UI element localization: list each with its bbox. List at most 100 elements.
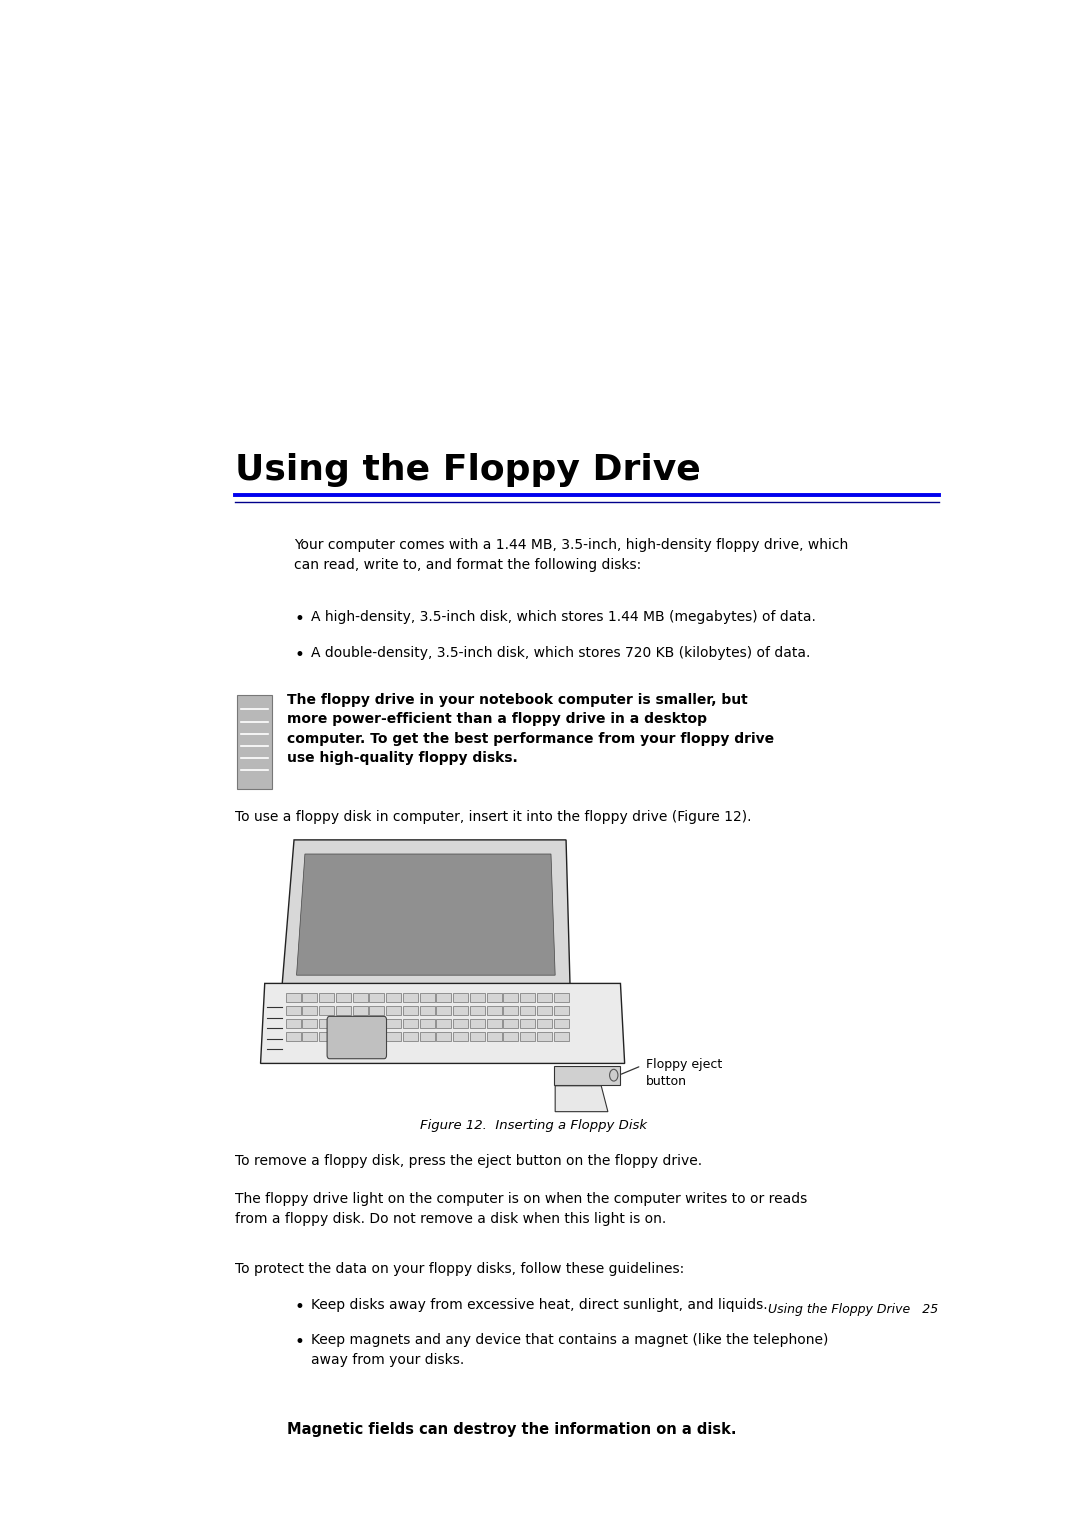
Text: To use a floppy disk in computer, insert it into the floppy drive (Figure 12).: To use a floppy disk in computer, insert… <box>235 810 752 825</box>
Bar <box>419 1005 434 1015</box>
Bar <box>369 1019 384 1028</box>
FancyBboxPatch shape <box>257 1416 264 1449</box>
Bar <box>521 1019 535 1028</box>
Text: The floppy drive in your notebook computer is smaller, but
more power-efficient : The floppy drive in your notebook comput… <box>287 692 774 766</box>
Bar <box>537 1005 552 1015</box>
Bar <box>521 993 535 1002</box>
Text: •: • <box>294 1332 303 1351</box>
Text: Your computer comes with a 1.44 MB, 3.5-inch, high-density floppy drive, which
c: Your computer comes with a 1.44 MB, 3.5-… <box>294 538 848 571</box>
Text: To remove a floppy disk, press the eject button on the floppy drive.: To remove a floppy disk, press the eject… <box>235 1154 703 1167</box>
Text: A double-density, 3.5-inch disk, which stores 720 KB (kilobytes) of data.: A double-density, 3.5-inch disk, which s… <box>311 646 810 660</box>
Bar <box>352 1005 367 1015</box>
Text: To protect the data on your floppy disks, follow these guidelines:: To protect the data on your floppy disks… <box>235 1262 685 1276</box>
FancyBboxPatch shape <box>251 1416 257 1449</box>
Text: Magnetic fields can destroy the information on a disk.: Magnetic fields can destroy the informat… <box>287 1423 737 1438</box>
Text: Keep magnets and any device that contains a magnet (like the telephone)
away fro: Keep magnets and any device that contain… <box>311 1332 828 1368</box>
Bar <box>285 1031 300 1041</box>
Bar <box>387 1031 401 1041</box>
Bar <box>336 1005 351 1015</box>
Bar <box>436 993 451 1002</box>
Text: Using the Floppy Drive: Using the Floppy Drive <box>235 452 701 487</box>
Bar <box>320 1031 334 1041</box>
Bar <box>521 1031 535 1041</box>
Bar <box>537 993 552 1002</box>
Bar <box>436 1005 451 1015</box>
Bar <box>486 1005 501 1015</box>
Polygon shape <box>555 1086 608 1112</box>
Polygon shape <box>297 854 555 975</box>
Bar <box>387 1005 401 1015</box>
Text: A high-density, 3.5-inch disk, which stores 1.44 MB (megabytes) of data.: A high-density, 3.5-inch disk, which sto… <box>311 611 815 625</box>
Bar <box>419 1031 434 1041</box>
Bar <box>320 1005 334 1015</box>
Bar <box>470 1031 485 1041</box>
Bar <box>454 1005 468 1015</box>
Bar <box>336 993 351 1002</box>
Bar <box>285 1005 300 1015</box>
Bar <box>554 1005 568 1015</box>
Circle shape <box>609 1070 618 1082</box>
Text: Figure 12.  Inserting a Floppy Disk: Figure 12. Inserting a Floppy Disk <box>420 1118 647 1132</box>
Polygon shape <box>260 984 624 1063</box>
Bar <box>352 1019 367 1028</box>
FancyBboxPatch shape <box>239 1432 244 1458</box>
Bar <box>352 993 367 1002</box>
Bar <box>470 1005 485 1015</box>
Bar <box>436 1019 451 1028</box>
Bar <box>352 1031 367 1041</box>
Text: •: • <box>294 1297 303 1316</box>
Bar <box>285 993 300 1002</box>
Bar <box>470 993 485 1002</box>
Bar <box>521 1005 535 1015</box>
Text: The floppy drive light on the computer is on when the computer writes to or read: The floppy drive light on the computer i… <box>235 1192 808 1225</box>
Bar <box>302 993 318 1002</box>
Text: •: • <box>294 646 303 663</box>
FancyBboxPatch shape <box>240 1452 270 1482</box>
Bar <box>436 1031 451 1041</box>
Bar <box>486 993 501 1002</box>
Bar <box>387 1019 401 1028</box>
Bar <box>238 695 272 790</box>
Bar <box>554 993 568 1002</box>
Bar <box>403 993 418 1002</box>
Bar <box>537 1031 552 1041</box>
Bar <box>486 1031 501 1041</box>
Bar <box>537 1019 552 1028</box>
Polygon shape <box>282 840 570 993</box>
Text: Using the Floppy Drive   25: Using the Floppy Drive 25 <box>768 1303 939 1317</box>
Bar <box>486 1019 501 1028</box>
Bar <box>320 1019 334 1028</box>
Bar <box>387 993 401 1002</box>
Bar <box>419 993 434 1002</box>
Bar <box>503 1019 518 1028</box>
Bar <box>336 1019 351 1028</box>
FancyBboxPatch shape <box>327 1016 387 1059</box>
Bar <box>302 1019 318 1028</box>
Bar <box>302 1031 318 1041</box>
Bar <box>302 1005 318 1015</box>
Bar <box>454 1019 468 1028</box>
Bar <box>554 1067 620 1085</box>
Bar <box>454 993 468 1002</box>
Bar <box>503 993 518 1002</box>
Bar <box>369 1005 384 1015</box>
FancyBboxPatch shape <box>233 1397 275 1490</box>
Bar <box>419 1019 434 1028</box>
Bar <box>503 1005 518 1015</box>
Bar <box>369 1031 384 1041</box>
Text: Floppy eject
button: Floppy eject button <box>646 1057 721 1088</box>
Bar <box>403 1031 418 1041</box>
Bar <box>503 1031 518 1041</box>
Text: •: • <box>294 611 303 628</box>
Bar <box>470 1019 485 1028</box>
Bar <box>285 1019 300 1028</box>
Bar <box>320 993 334 1002</box>
Text: Keep disks away from excessive heat, direct sunlight, and liquids.: Keep disks away from excessive heat, dir… <box>311 1297 768 1311</box>
Bar <box>454 1031 468 1041</box>
Bar <box>554 1019 568 1028</box>
Bar <box>403 1019 418 1028</box>
FancyBboxPatch shape <box>264 1416 270 1449</box>
Bar <box>336 1031 351 1041</box>
Bar <box>369 993 384 1002</box>
Bar <box>403 1005 418 1015</box>
